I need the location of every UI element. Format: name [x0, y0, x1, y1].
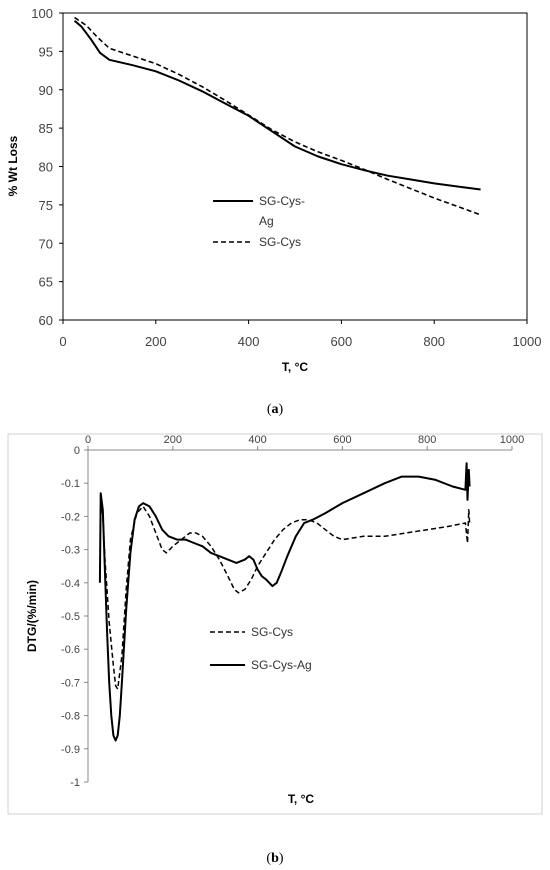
y-tick-label-a: 85 [39, 121, 53, 136]
legend-label-sg-cys-ag-1: SG-Cys- [259, 194, 305, 208]
x-tick-label-b: 200 [164, 434, 182, 446]
x-tick-label-a: 0 [59, 334, 66, 349]
legend-label-sg-cys-b: SG-Cys [251, 625, 293, 639]
x-axis-title-b: T, °C [288, 792, 314, 806]
x-tick-label-b: 0 [85, 434, 91, 446]
y-tick-label-b: -0.3 [61, 545, 80, 557]
series-line-sg-cys [74, 16, 481, 216]
x-axis-title-a: T, °C [282, 360, 308, 374]
y-tick-label-a: 60 [39, 313, 53, 328]
plot-area-a [62, 12, 528, 321]
y-axis-title-b: DTG/(%/min) [25, 580, 39, 652]
x-tick-label-b: 400 [248, 434, 266, 446]
caption-b: (b) [266, 851, 283, 866]
y-tick-label-b: -0.2 [61, 511, 80, 523]
x-tick-label-a: 1000 [513, 334, 542, 349]
x-tick-label-b: 600 [333, 434, 351, 446]
y-tick-label-b: 0 [74, 445, 80, 457]
chart-frame-b [7, 433, 543, 815]
y-tick-label-a: 95 [39, 44, 53, 59]
y-tick-label-b: -0.4 [61, 578, 80, 590]
legend-label-sg-cys-ag-b: SG-Cys-Ag [251, 658, 312, 672]
x-tick-label-a: 200 [145, 334, 167, 349]
tga-chart: 60 65 70 75 80 85 90 95 100 0 200 400 600 800 1000 % … [6, 6, 542, 417]
y-tick-label-a: 65 [39, 275, 53, 290]
x-tick-label-a: 400 [238, 334, 260, 349]
y-tick-label-b: -0.8 [61, 711, 80, 723]
y-tick-label-b: -1 [70, 777, 80, 789]
legend-label-sg-cys-ag-2: Ag [259, 214, 274, 228]
x-tick-label-a: 600 [331, 334, 353, 349]
y-tick-label-b: -0.9 [61, 744, 80, 756]
legend-label-sg-cys: SG-Cys [259, 235, 301, 249]
y-tick-label-b: -0.1 [61, 478, 80, 490]
legend-a: SG-Cys- Ag SG-Cys [213, 194, 305, 249]
y-tick-label-a: 80 [39, 160, 53, 175]
y-tick-label-a: 70 [39, 236, 53, 251]
y-tick-label-b: -0.7 [61, 677, 80, 689]
series-line-sg-cys-ag-b [98, 462, 471, 742]
y-tick-label-a: 75 [39, 198, 53, 213]
y-tick-label-b: -0.6 [61, 644, 80, 656]
y-tick-label-a: 90 [39, 83, 53, 98]
y-tick-label-a: 100 [31, 6, 53, 21]
dtg-chart: 0-0.1-0.2-0.3-0.4-0.5-0.6-0.7-0.8-0.9-1 … [7, 433, 543, 866]
x-tick-label-a: 800 [423, 334, 445, 349]
caption-a: (a) [267, 402, 284, 417]
legend-b: SG-Cys SG-Cys-Ag [210, 625, 312, 672]
x-tick-label-b: 800 [418, 434, 436, 446]
y-tick-label-b: -0.5 [61, 611, 80, 623]
y-axis-title-a: % Wt Loss [6, 135, 20, 196]
x-tick-label-b: 1000 [500, 434, 524, 446]
